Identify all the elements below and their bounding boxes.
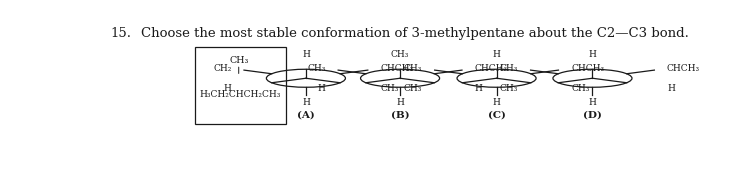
Text: CH₃: CH₃ [391,50,410,59]
Text: (C): (C) [488,110,506,119]
Text: H: H [475,84,482,93]
Text: CH₃: CH₃ [404,84,422,93]
Text: H: H [224,84,232,93]
Text: Choose the most stable conformation of 3-methylpentane about the C2—C3 bond.: Choose the most stable conformation of 3… [142,27,689,40]
Text: CHCH₃: CHCH₃ [475,64,508,73]
Text: CH₃: CH₃ [380,84,399,93]
Bar [196,47,286,124]
Text: H: H [589,50,596,59]
Text: (B): (B) [391,110,410,119]
Text: CHCH₃: CHCH₃ [571,64,604,73]
Text: CH₃: CH₃ [229,56,248,65]
Text: CH₃: CH₃ [571,84,590,93]
Text: CH₃: CH₃ [500,64,518,73]
Text: CHCH₃: CHCH₃ [380,64,413,73]
Text: H: H [667,84,675,93]
Text: H: H [396,98,404,107]
Text: CH₂: CH₂ [213,64,232,73]
Text: H: H [318,84,326,93]
Text: H: H [493,98,500,107]
Text: CH₃: CH₃ [404,64,422,73]
Text: CH₃: CH₃ [308,64,326,73]
Text: (D): (D) [583,110,602,119]
Text: H: H [302,98,310,107]
Text: H: H [589,98,596,107]
Text: H₃CH₂CHCH₂CH₃: H₃CH₂CHCH₂CH₃ [200,90,281,99]
Text: H: H [493,50,500,59]
Text: 15.: 15. [110,27,131,40]
Text: (A): (A) [297,110,315,119]
Text: CHCH₃: CHCH₃ [667,64,700,73]
Text: CH₃: CH₃ [500,84,518,93]
Text: H: H [302,50,310,59]
